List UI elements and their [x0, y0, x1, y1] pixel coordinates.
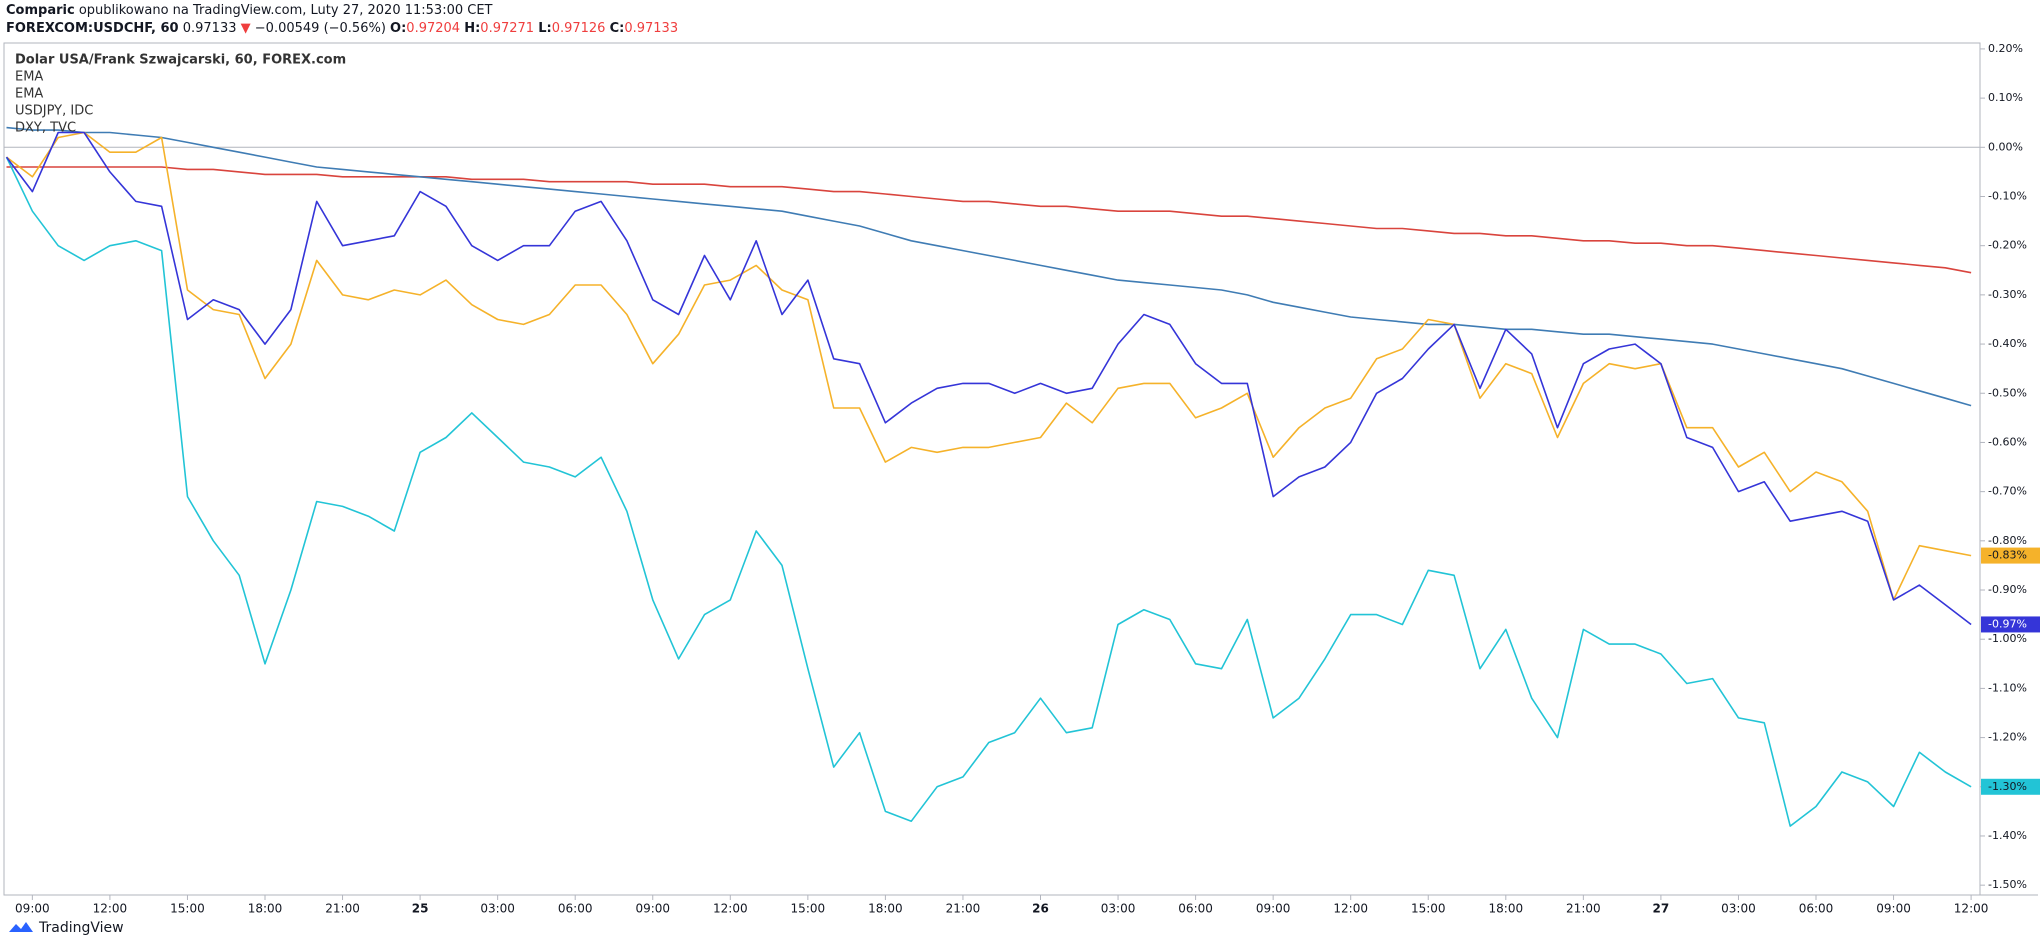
ohlc-label: H: [464, 21, 481, 36]
series-line [6, 166, 1972, 274]
x-tick-label: 09:00 [15, 902, 50, 916]
series-line [6, 131, 1972, 601]
x-tick-label: 21:00 [1566, 902, 1601, 916]
x-tick-label: 09:00 [1256, 902, 1291, 916]
x-tick-label: 15:00 [791, 902, 826, 916]
x-tick-label: 03:00 [480, 902, 515, 916]
y-tick-label: -1.10% [1988, 681, 2027, 694]
brand: TradingView [39, 920, 124, 936]
x-tick-label: 21:00 [946, 902, 981, 916]
ohlc-value: 0.97271 [480, 21, 535, 36]
y-tick-label: -0.70% [1988, 485, 2027, 498]
x-tick-label: 15:00 [170, 902, 205, 916]
series-line [5, 156, 1972, 827]
header-line: Comparic opublikowano na TradingView.com… [6, 3, 492, 18]
y-tick-label: 0.10% [1988, 91, 2023, 104]
ohlc-label: L: [538, 21, 552, 36]
x-tick-label: 26 [1032, 902, 1049, 916]
y-tick-label: 0.20% [1988, 42, 2023, 55]
price-label-box [1981, 616, 2040, 633]
price-label-box [1981, 778, 2040, 795]
legend-entry: EMA [15, 70, 43, 85]
x-tick-label: 06:00 [1178, 902, 1213, 916]
y-tick-label: -0.90% [1988, 583, 2027, 596]
arrow: ▼ [240, 21, 251, 36]
price-label: -1.30% [1988, 780, 2027, 793]
legend-entry: USDJPY, IDC [15, 104, 93, 119]
y-tick-label: -1.50% [1988, 878, 2027, 891]
x-tick-label: 09:00 [635, 902, 670, 916]
series-line [6, 126, 1972, 407]
series-line [5, 131, 1972, 626]
ohlc-label: O: [390, 21, 407, 36]
x-tick-label: 12:00 [713, 902, 748, 916]
legend-entry: Dolar USA/Frank Szwajcarski, 60, FOREX.c… [15, 53, 346, 68]
y-tick-label: 0.00% [1988, 140, 2023, 153]
x-tick-label: 12:00 [1954, 902, 1989, 916]
x-tick-label: 06:00 [558, 902, 593, 916]
x-tick-label: 03:00 [1721, 902, 1756, 916]
plot-frame [3, 42, 1981, 896]
price-label-box [1981, 547, 2040, 564]
x-tick-label: 18:00 [1489, 902, 1524, 916]
legend-entry: DXY, TVC [15, 121, 76, 136]
y-tick-label: -0.10% [1988, 189, 2027, 202]
y-tick-label: -0.30% [1988, 288, 2027, 301]
y-tick-label: -0.40% [1988, 337, 2027, 350]
symbol: FOREXCOM:USDCHF, 60 [6, 21, 179, 36]
x-tick-label: 06:00 [1799, 902, 1834, 916]
ohlc-value: 0.97133 [624, 21, 679, 36]
change: −0.00549 (−0.56%) [254, 21, 386, 36]
price: 0.97133 [182, 21, 237, 36]
y-tick-label: -1.20% [1988, 731, 2027, 744]
price-label: -0.83% [1988, 549, 2027, 562]
x-tick-label: 25 [412, 902, 429, 916]
price-label: -0.97% [1988, 617, 2027, 630]
published: opublikowano na TradingView.com, Luty 27… [78, 3, 493, 18]
y-tick-label: -0.60% [1988, 435, 2027, 448]
x-tick-label: 18:00 [868, 902, 903, 916]
author: Comparic [6, 3, 75, 18]
x-tick-label: 12:00 [93, 902, 128, 916]
x-tick-label: 27 [1653, 902, 1670, 916]
x-tick-label: 12:00 [1333, 902, 1368, 916]
brand-icon [9, 922, 33, 932]
ohlc-value: 0.97204 [406, 21, 461, 36]
x-tick-label: 03:00 [1101, 902, 1136, 916]
x-tick-label: 18:00 [248, 902, 283, 916]
symbol-line: FOREXCOM:USDCHF, 60 0.97133 ▼ −0.00549 (… [6, 21, 678, 36]
x-tick-label: 21:00 [325, 902, 360, 916]
legend-entry: EMA [15, 87, 43, 102]
ohlc-label: C: [609, 21, 625, 36]
y-tick-label: -0.80% [1988, 534, 2027, 547]
ohlc-value: 0.97126 [551, 21, 606, 36]
y-tick-label: -1.40% [1988, 829, 2027, 842]
footer: TradingView [8, 920, 124, 936]
y-tick-label: -0.50% [1988, 386, 2027, 399]
x-tick-label: 15:00 [1411, 902, 1446, 916]
y-tick-label: -0.20% [1988, 239, 2027, 252]
x-tick-label: 09:00 [1876, 902, 1911, 916]
y-tick-label: -1.00% [1988, 632, 2027, 645]
